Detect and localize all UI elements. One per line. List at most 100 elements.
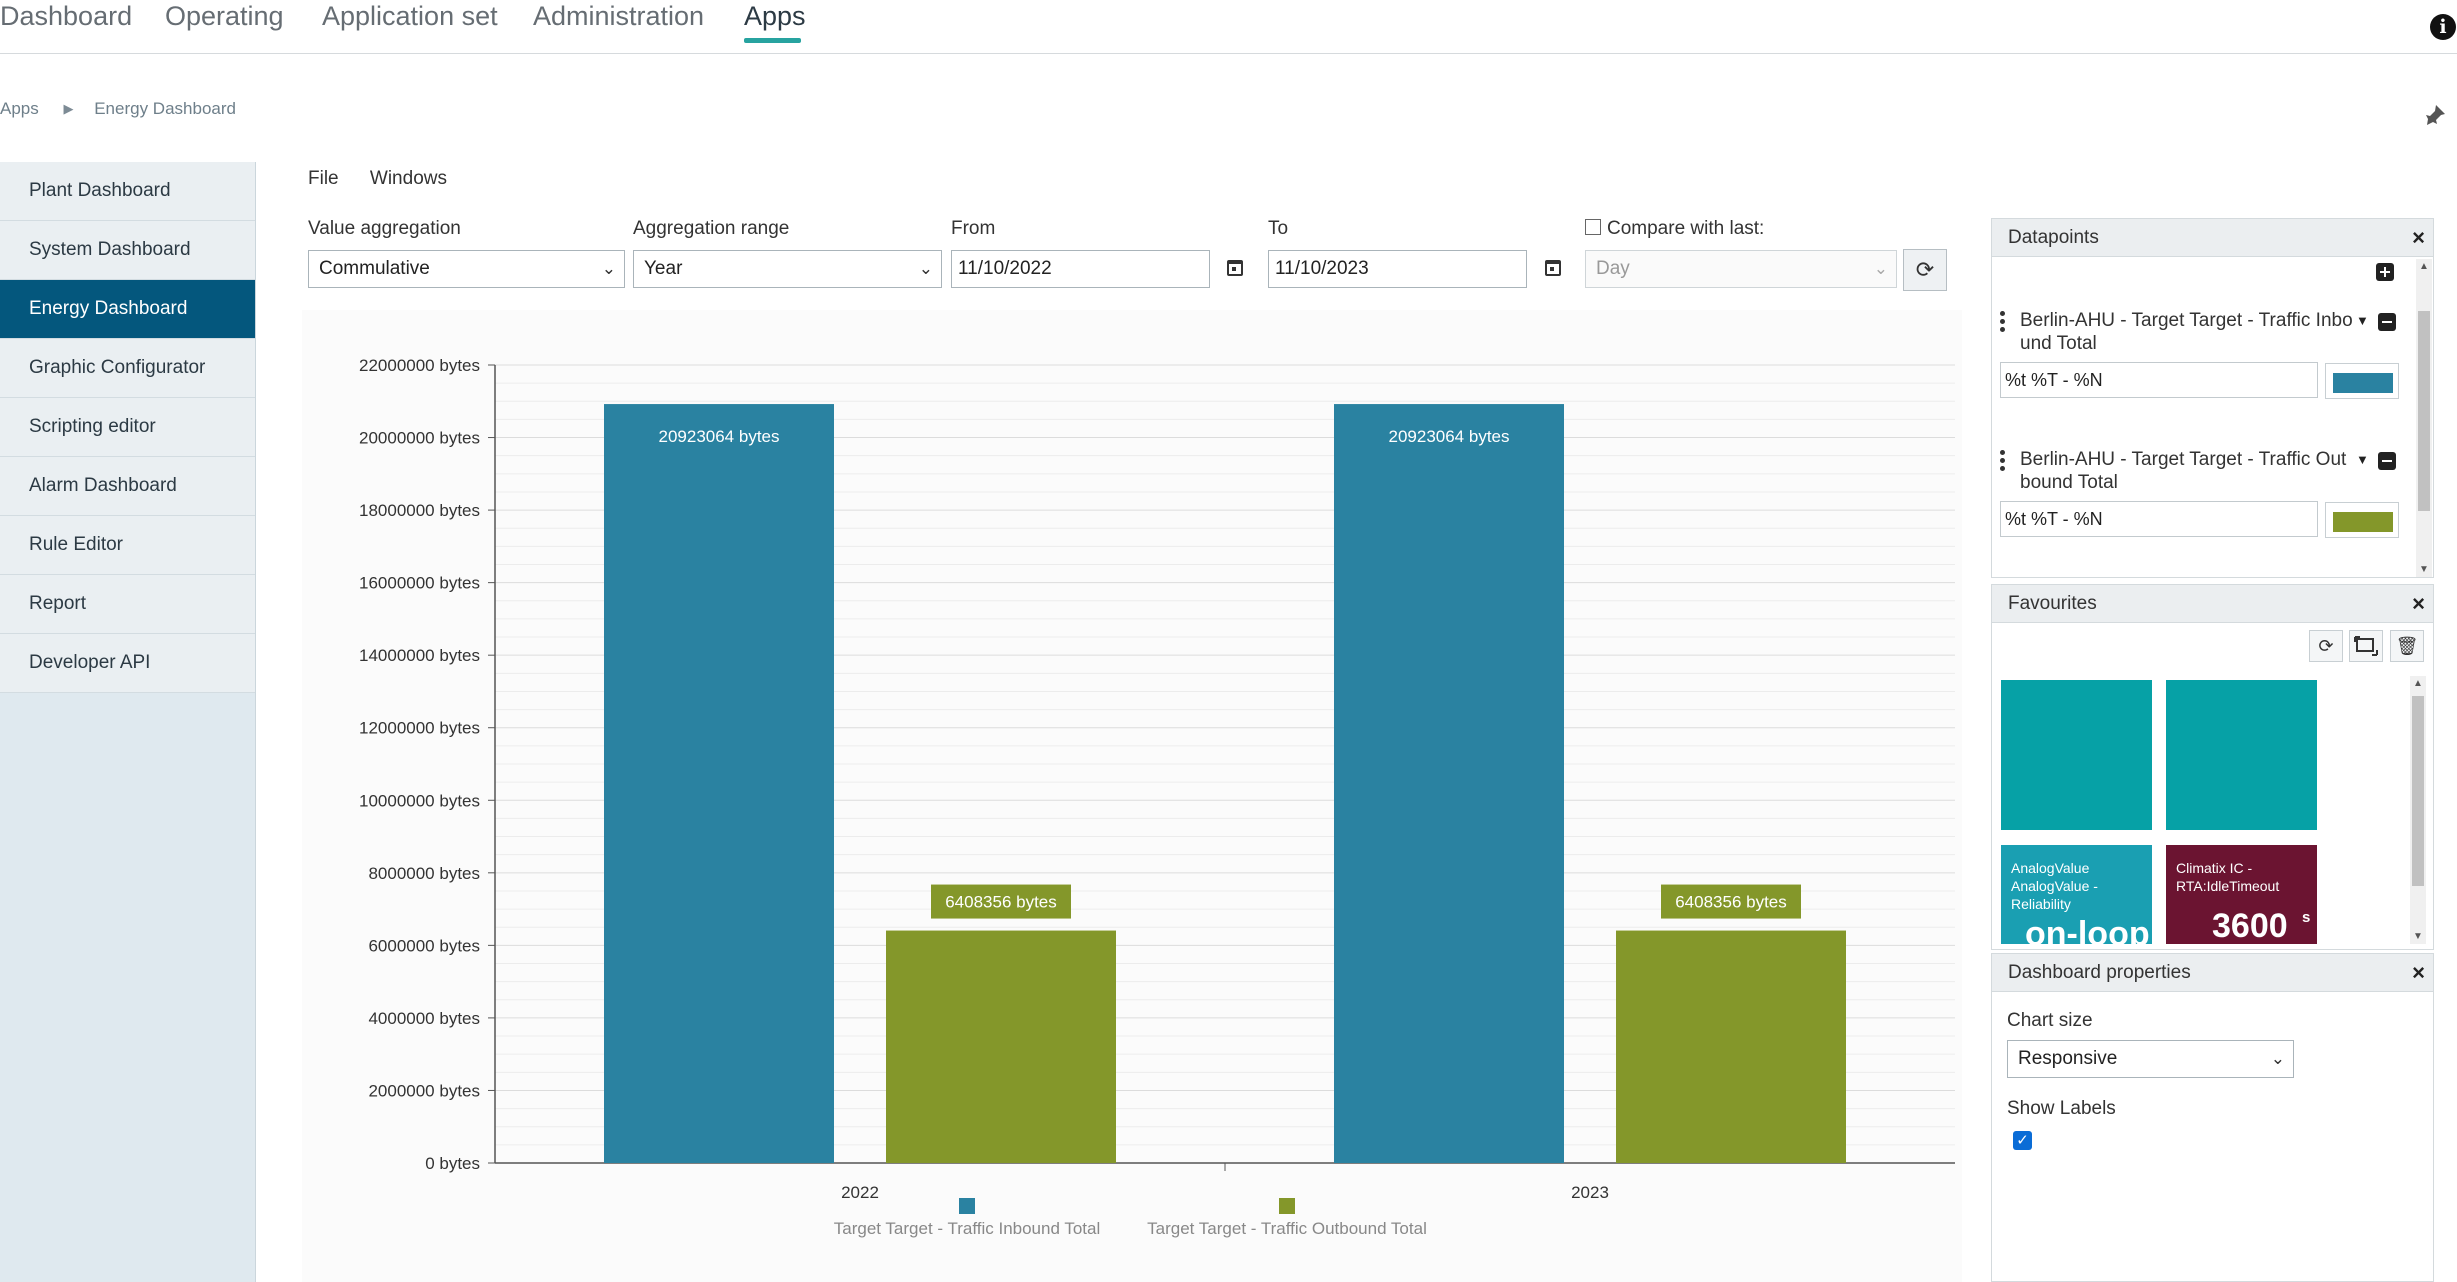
screen-capture-button[interactable] — [2349, 630, 2383, 662]
scroll-up-icon[interactable]: ▲ — [2413, 678, 2423, 689]
favourite-tile[interactable] — [2166, 680, 2317, 830]
data-label: 20923064 bytes — [1389, 427, 1510, 446]
compare-checkbox[interactable] — [1585, 219, 1601, 235]
tile-label: AnalogValue AnalogValue - Reliability — [2011, 860, 2098, 912]
drag-handle-icon[interactable] — [2000, 311, 2006, 333]
aggregation-range-label: Aggregation range — [633, 218, 790, 239]
datapoint-color-picker[interactable] — [2325, 502, 2399, 538]
scroll-thumb[interactable] — [2418, 311, 2430, 511]
sidebar-item-alarm-dashboard[interactable]: Alarm Dashboard — [0, 457, 255, 516]
nav-application-set[interactable]: Application set — [322, 1, 498, 31]
calendar-icon[interactable] — [1227, 260, 1243, 276]
favourites-tiles: AnalogValue AnalogValue - Reliability on… — [1998, 676, 2407, 944]
y-tick-label: 18000000 bytes — [359, 501, 480, 520]
tile-value: on-loop — [2025, 915, 2150, 944]
delete-favourite-button[interactable]: 🗑 — [2390, 630, 2424, 662]
menu-file[interactable]: File — [308, 168, 339, 189]
datapoints-title: Datapoints — [2008, 227, 2099, 248]
favourites-scrollbar[interactable]: ▲ ▼ — [2410, 676, 2426, 944]
sidebar-item-graphic-configurator[interactable]: Graphic Configurator — [0, 339, 255, 398]
dashboard-properties-header: Dashboard properties × — [1992, 954, 2433, 992]
sidebar-item-plant-dashboard[interactable]: Plant Dashboard — [0, 162, 255, 221]
close-icon[interactable]: × — [2412, 960, 2425, 985]
bar-outbound — [1616, 930, 1846, 1163]
remove-icon[interactable] — [2378, 452, 2396, 470]
breadcrumb-current: Energy Dashboard — [94, 98, 236, 118]
nav-dashboard[interactable]: Dashboard — [0, 1, 133, 31]
compare-unit-select[interactable]: Day ⌄ — [1585, 250, 1897, 288]
sidebar-item-energy-dashboard[interactable]: Energy Dashboard — [0, 280, 255, 339]
compare-unit-value: Day — [1596, 258, 1630, 279]
bar-inbound — [1334, 404, 1564, 1163]
aggregation-range-select[interactable]: Year ⌄ — [633, 250, 942, 288]
refresh-button[interactable]: ⟳ — [1903, 249, 1947, 291]
info-icon[interactable]: i — [2430, 14, 2456, 40]
chart-size-value: Responsive — [2018, 1048, 2118, 1069]
value-aggregation-select[interactable]: Commulative ⌄ — [308, 250, 625, 288]
favourite-tile[interactable] — [2001, 680, 2152, 830]
datapoint-color-picker[interactable] — [2325, 363, 2399, 399]
compare-label: Compare with last: — [1607, 218, 1765, 239]
nav-administration[interactable]: Administration — [533, 1, 705, 31]
y-tick-label: 20000000 bytes — [359, 429, 480, 448]
datapoint-name: Berlin-AHU - Target Target - Traffic Inb… — [2020, 310, 2353, 354]
bar-inbound — [604, 404, 834, 1163]
chart-size-select[interactable]: Responsive ⌄ — [2007, 1040, 2294, 1078]
nav-apps[interactable]: Apps — [744, 1, 806, 31]
show-labels-checkbox[interactable]: ✓ — [2013, 1131, 2032, 1150]
datapoint-name: Berlin-AHU - Target Target - Traffic Out… — [2020, 449, 2347, 493]
refresh-icon: ⟳ — [1915, 257, 1935, 282]
dashboard-properties-title: Dashboard properties — [2008, 962, 2191, 983]
sidebar-item-developer-api[interactable]: Developer API — [0, 634, 255, 693]
datapoint-format-input[interactable]: %t %T - %N — [2000, 501, 2318, 537]
datapoints-scrollbar[interactable]: ▲ ▼ — [2416, 259, 2432, 577]
to-date-input[interactable]: 11/10/2023 — [1268, 250, 1527, 288]
value-aggregation-value: Commulative — [319, 258, 430, 279]
close-icon[interactable]: × — [2412, 591, 2425, 616]
datapoint-format-input[interactable]: %t %T - %N — [2000, 362, 2318, 398]
aggregation-range-value: Year — [644, 258, 683, 279]
from-date-input[interactable]: 11/10/2022 — [951, 250, 1210, 288]
sidebar-item-system-dashboard[interactable]: System Dashboard — [0, 221, 255, 280]
close-icon[interactable]: × — [2412, 225, 2425, 250]
nav-operating[interactable]: Operating — [165, 1, 284, 31]
pin-icon[interactable] — [2424, 104, 2446, 126]
menu-bar: File Windows — [308, 168, 473, 190]
legend-swatch — [1279, 1198, 1295, 1214]
favourite-tile-reliability[interactable]: AnalogValue AnalogValue - Reliability on… — [2001, 845, 2152, 944]
datapoints-header: Datapoints × — [1992, 219, 2433, 257]
sidebar-item-rule-editor[interactable]: Rule Editor — [0, 516, 255, 575]
add-datapoint-icon[interactable] — [2375, 262, 2395, 282]
scroll-thumb[interactable] — [2412, 696, 2424, 886]
sidebar-item-report[interactable]: Report — [0, 575, 255, 634]
y-tick-label: 22000000 bytes — [359, 356, 480, 375]
favourite-tile-idle-timeout[interactable]: Climatix IC - RTA:IdleTimeout 3600 s — [2166, 845, 2317, 944]
caret-down-icon[interactable]: ▼ — [2356, 313, 2369, 328]
caret-down-icon[interactable]: ▼ — [2356, 452, 2369, 467]
refresh-favourites-button[interactable]: ⟳ — [2309, 630, 2343, 662]
scroll-down-icon[interactable]: ▼ — [2419, 564, 2429, 575]
scroll-up-icon[interactable]: ▲ — [2419, 261, 2429, 272]
data-label-box — [1661, 884, 1801, 919]
y-tick-label: 10000000 bytes — [359, 791, 480, 810]
drag-handle-icon[interactable] — [2000, 450, 2006, 472]
data-label: 20923064 bytes — [659, 427, 780, 446]
scroll-down-icon[interactable]: ▼ — [2413, 931, 2423, 942]
tile-unit: s — [2302, 909, 2311, 926]
breadcrumb: Apps ▶ Energy Dashboard — [0, 98, 236, 119]
remove-icon[interactable] — [2378, 313, 2396, 331]
y-tick-label: 12000000 bytes — [359, 719, 480, 738]
sidebar-item-scripting-editor[interactable]: Scripting editor — [0, 398, 255, 457]
menu-windows[interactable]: Windows — [369, 168, 447, 189]
datapoints-panel: Datapoints × Berlin-AHU - Target Target … — [1991, 218, 2434, 578]
chevron-down-icon: ⌄ — [918, 259, 933, 278]
legend-swatch — [959, 1198, 975, 1214]
tile-value: 3600 — [2212, 907, 2288, 944]
calendar-icon[interactable] — [1545, 260, 1561, 276]
chevron-down-icon: ⌄ — [1873, 259, 1888, 278]
bar-outbound — [886, 930, 1116, 1163]
breadcrumb-apps[interactable]: Apps — [0, 98, 39, 118]
chevron-down-icon: ⌄ — [2270, 1049, 2285, 1068]
y-tick-label: 0 bytes — [425, 1154, 480, 1173]
favourites-header: Favourites × — [1992, 585, 2433, 623]
